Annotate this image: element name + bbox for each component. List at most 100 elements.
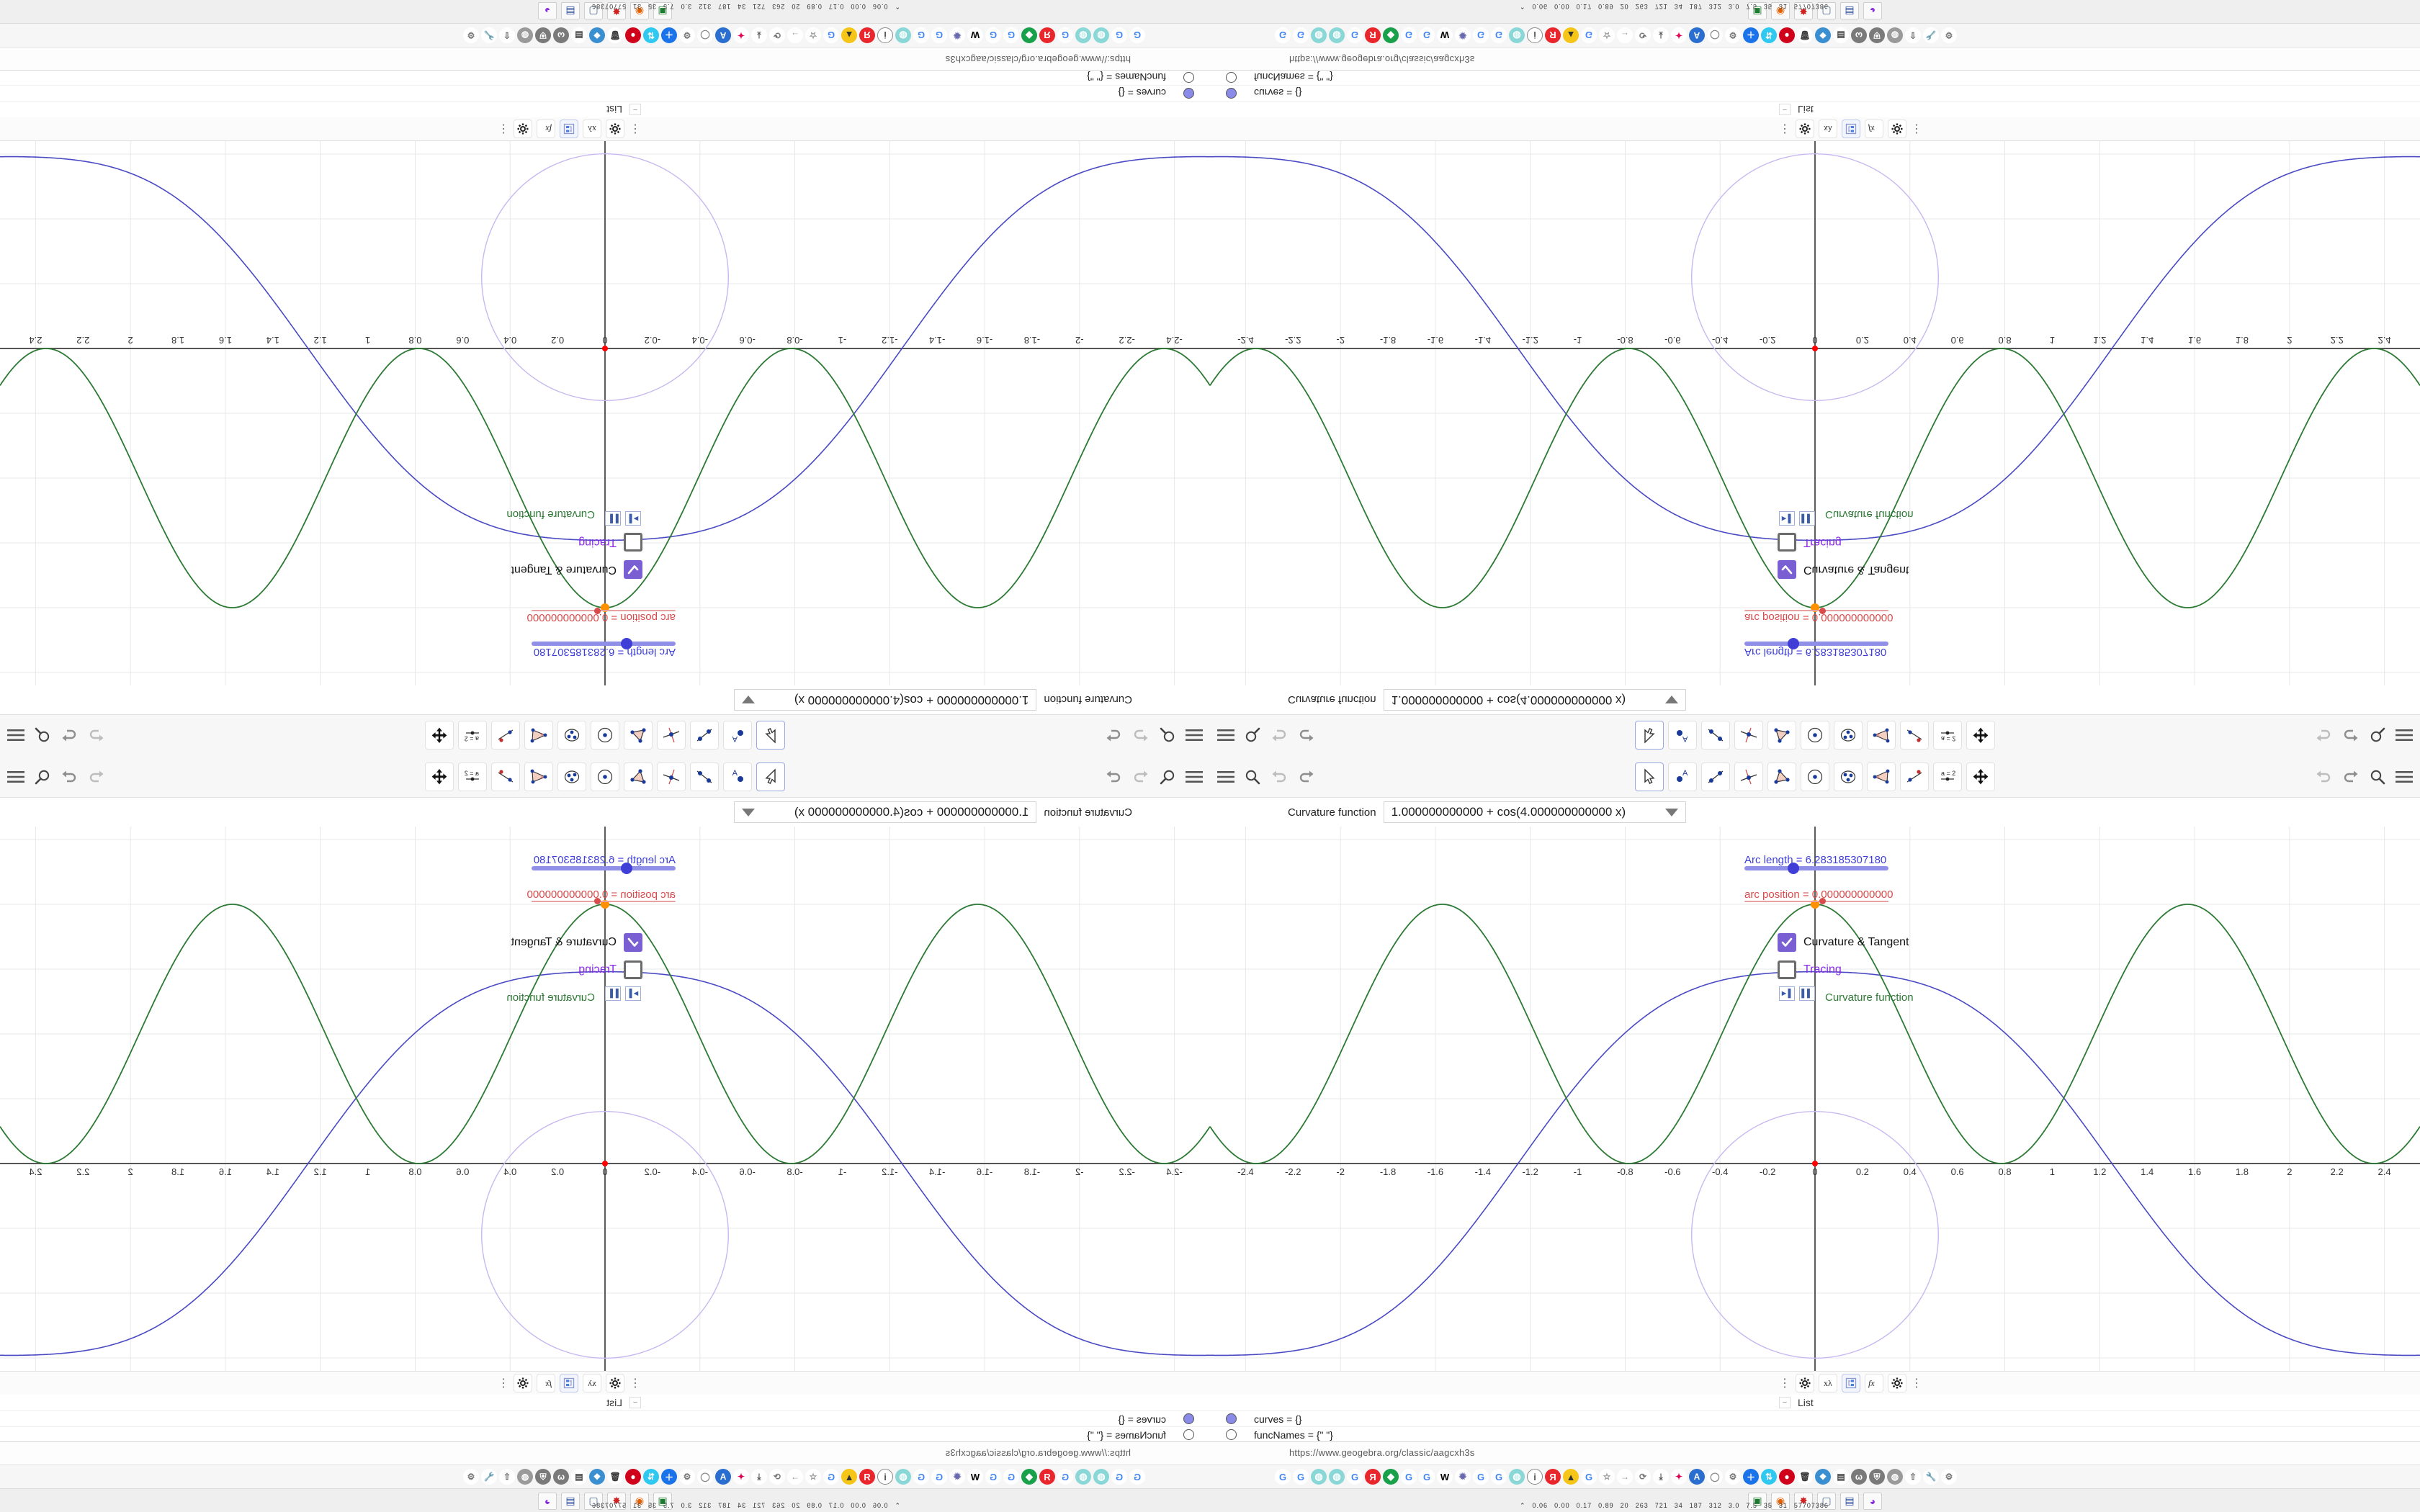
download-icon[interactable]: ⤓ xyxy=(1653,27,1669,43)
extension-я-icon[interactable]: Я xyxy=(1039,27,1055,43)
menu-icon[interactable] xyxy=(1217,768,1234,786)
thumbs-up-icon[interactable]: ⇧ xyxy=(1905,27,1921,43)
globe-icon[interactable]: ◍ xyxy=(1887,1469,1903,1485)
extension-я-icon[interactable]: Я xyxy=(1365,27,1381,43)
undo-icon-right[interactable] xyxy=(2315,768,2332,786)
settings-icon[interactable]: ⚙ xyxy=(1941,27,1957,43)
taskbar-firefox-icon[interactable]: ◉ xyxy=(1771,1492,1790,1510)
lo-icon[interactable]: ω xyxy=(1851,1469,1867,1485)
shield-icon[interactable]: ◆ xyxy=(1383,27,1399,43)
shield-icon[interactable]: ⛨ xyxy=(1869,1469,1885,1485)
slider-tool[interactable]: a = 2 xyxy=(458,721,487,750)
shield-icon[interactable]: ◆ xyxy=(1383,1469,1399,1485)
network-icon[interactable]: ❖ xyxy=(1815,27,1831,43)
circle-tool[interactable] xyxy=(1801,762,1829,791)
extension-g-icon[interactable]: G xyxy=(1003,1469,1019,1485)
star-icon[interactable]: ☆ xyxy=(1599,27,1615,43)
trace-point[interactable] xyxy=(601,603,609,612)
graphics-view[interactable]: -2.4 -2.2 -2 -1.8 -1.6 -1.4 -1.2 -1 -0.8 -0.6 -0.4… xyxy=(1210,827,2420,1371)
curves-row[interactable]: curves = {} xyxy=(1210,1411,2420,1427)
info-icon[interactable]: i xyxy=(1527,27,1543,43)
funcnames-row[interactable]: funcNames = {" "} xyxy=(1210,69,2420,85)
settings-gear-icon[interactable] xyxy=(606,1374,624,1392)
collapse-icon[interactable]: − xyxy=(1779,1397,1791,1408)
redo-icon-right[interactable] xyxy=(60,726,78,745)
search-icon-right[interactable] xyxy=(2370,726,2385,745)
taskbar-octopus-icon[interactable]: ◕ xyxy=(1863,1492,1882,1510)
trace-point[interactable] xyxy=(601,900,609,909)
expand-chevron-icon[interactable]: ⌃ xyxy=(1520,1501,1526,1509)
line-tool[interactable] xyxy=(690,762,719,791)
extension-w-icon[interactable]: W xyxy=(1437,27,1453,43)
rocket-icon[interactable]: ✦ xyxy=(733,1469,749,1485)
chevron-down-icon[interactable] xyxy=(742,696,756,704)
book-icon[interactable]: ▤ xyxy=(1833,27,1849,43)
rocket-icon[interactable]: ✦ xyxy=(733,27,749,43)
thumbs-up-icon[interactable]: ⇧ xyxy=(499,27,515,43)
extension-w-icon[interactable]: W xyxy=(1437,1469,1453,1485)
settings-gear-icon[interactable] xyxy=(606,120,624,138)
search-icon[interactable] xyxy=(1245,768,1260,786)
search-icon-right[interactable] xyxy=(35,726,50,745)
extension-g-icon[interactable]: G xyxy=(1473,27,1489,43)
settings-gear-icon-2[interactable] xyxy=(1888,1374,1906,1392)
move-graphics-tool[interactable] xyxy=(425,762,454,791)
extension-g-icon[interactable]: G xyxy=(1057,1469,1073,1485)
origin-point[interactable] xyxy=(602,1161,608,1166)
globe-icon[interactable]: ◍ xyxy=(1329,27,1345,43)
arrow-up-circle-icon[interactable]: ⇅ xyxy=(643,27,659,43)
image-icon[interactable]: ▲ xyxy=(841,1469,857,1485)
capsule-icon[interactable]: ◯ xyxy=(1707,27,1723,43)
circle-tool[interactable] xyxy=(1801,721,1829,750)
settings-icon[interactable]: ⚙ xyxy=(463,1469,479,1485)
chevron-down-icon[interactable] xyxy=(1664,808,1678,816)
reload-icon[interactable]: ⟳ xyxy=(1635,1469,1651,1485)
extension-я-icon[interactable]: Я xyxy=(1545,27,1561,43)
extension-g-icon[interactable]: G xyxy=(931,27,947,43)
redo-icon-right[interactable] xyxy=(2342,768,2360,786)
address-bar[interactable]: https://www.geogebra.org/classic/aagcxh3… xyxy=(0,1442,1210,1465)
star-icon[interactable]: ☆ xyxy=(1599,1469,1615,1485)
undo-icon[interactable] xyxy=(1132,726,1150,745)
plus-circle-icon[interactable]: ＋ xyxy=(661,27,677,43)
extension-я-icon[interactable]: Я xyxy=(859,1469,875,1485)
extension-я-icon[interactable]: Я xyxy=(859,27,875,43)
graph-canvas[interactable]: -2.4 -2.2 -2 -1.8 -1.6 -1.4 -1.2 -1 -0.8 -0.6 -0.4… xyxy=(1210,827,2420,1371)
visibility-marble[interactable] xyxy=(1183,1413,1194,1424)
tree-view-icon[interactable] xyxy=(560,120,578,138)
point-tool[interactable]: A xyxy=(723,721,752,750)
graphics-view[interactable]: -2.4 -2.2 -2 -1.8 -1.6 -1.4 -1.2 -1 -0.8 -0.6 -0.4… xyxy=(0,141,1210,685)
wrench-icon[interactable]: 🔧 xyxy=(1923,27,1939,43)
address-bar[interactable]: https://www.geogebra.org/classic/aagcxh3… xyxy=(1210,1442,2420,1465)
undo-icon-right[interactable] xyxy=(2315,726,2332,745)
polygon-tool[interactable] xyxy=(1767,762,1796,791)
extension-я-icon[interactable]: Я xyxy=(1545,1469,1561,1485)
network-icon[interactable]: ❖ xyxy=(589,27,605,43)
line-tool[interactable] xyxy=(1701,762,1730,791)
gear-icon[interactable]: ⚙ xyxy=(679,27,695,43)
tree-view-icon[interactable] xyxy=(1842,1374,1860,1392)
settings-gear-icon-2[interactable] xyxy=(514,120,532,138)
visibility-marble[interactable] xyxy=(1226,1413,1237,1424)
visibility-marble[interactable] xyxy=(1183,88,1194,99)
circle-tool[interactable] xyxy=(591,721,619,750)
book-icon[interactable]: ▤ xyxy=(571,27,587,43)
extension-g-icon[interactable]: G xyxy=(1057,27,1073,43)
function-selector-dropdown[interactable]: 1.000000000000 + cos(4.000000000000 x) xyxy=(734,689,1037,711)
extension-g-icon[interactable]: G xyxy=(1581,1469,1597,1485)
capsule-icon[interactable]: ◯ xyxy=(697,27,713,43)
move-graphics-tool[interactable] xyxy=(1966,721,1995,750)
tree-view-icon[interactable] xyxy=(1842,120,1860,138)
angle-tool[interactable] xyxy=(1867,762,1896,791)
lo-icon[interactable]: ω xyxy=(1851,27,1867,43)
algebra-group-header[interactable]: − List xyxy=(1210,1395,2420,1410)
reload-icon[interactable]: ⟳ xyxy=(769,27,785,43)
reflect-tool[interactable] xyxy=(1900,762,1929,791)
function-selector-dropdown[interactable]: 1.000000000000 + cos(4.000000000000 x) xyxy=(1383,801,1686,823)
undo-icon-right[interactable] xyxy=(88,726,105,745)
extension-g-icon[interactable]: G xyxy=(823,1469,839,1485)
shield-icon[interactable]: ◆ xyxy=(1021,1469,1037,1485)
visibility-marble[interactable] xyxy=(1183,1429,1194,1440)
settings-gear-icon-2[interactable] xyxy=(1888,120,1906,138)
globe-icon[interactable]: ◍ xyxy=(1093,1469,1109,1485)
